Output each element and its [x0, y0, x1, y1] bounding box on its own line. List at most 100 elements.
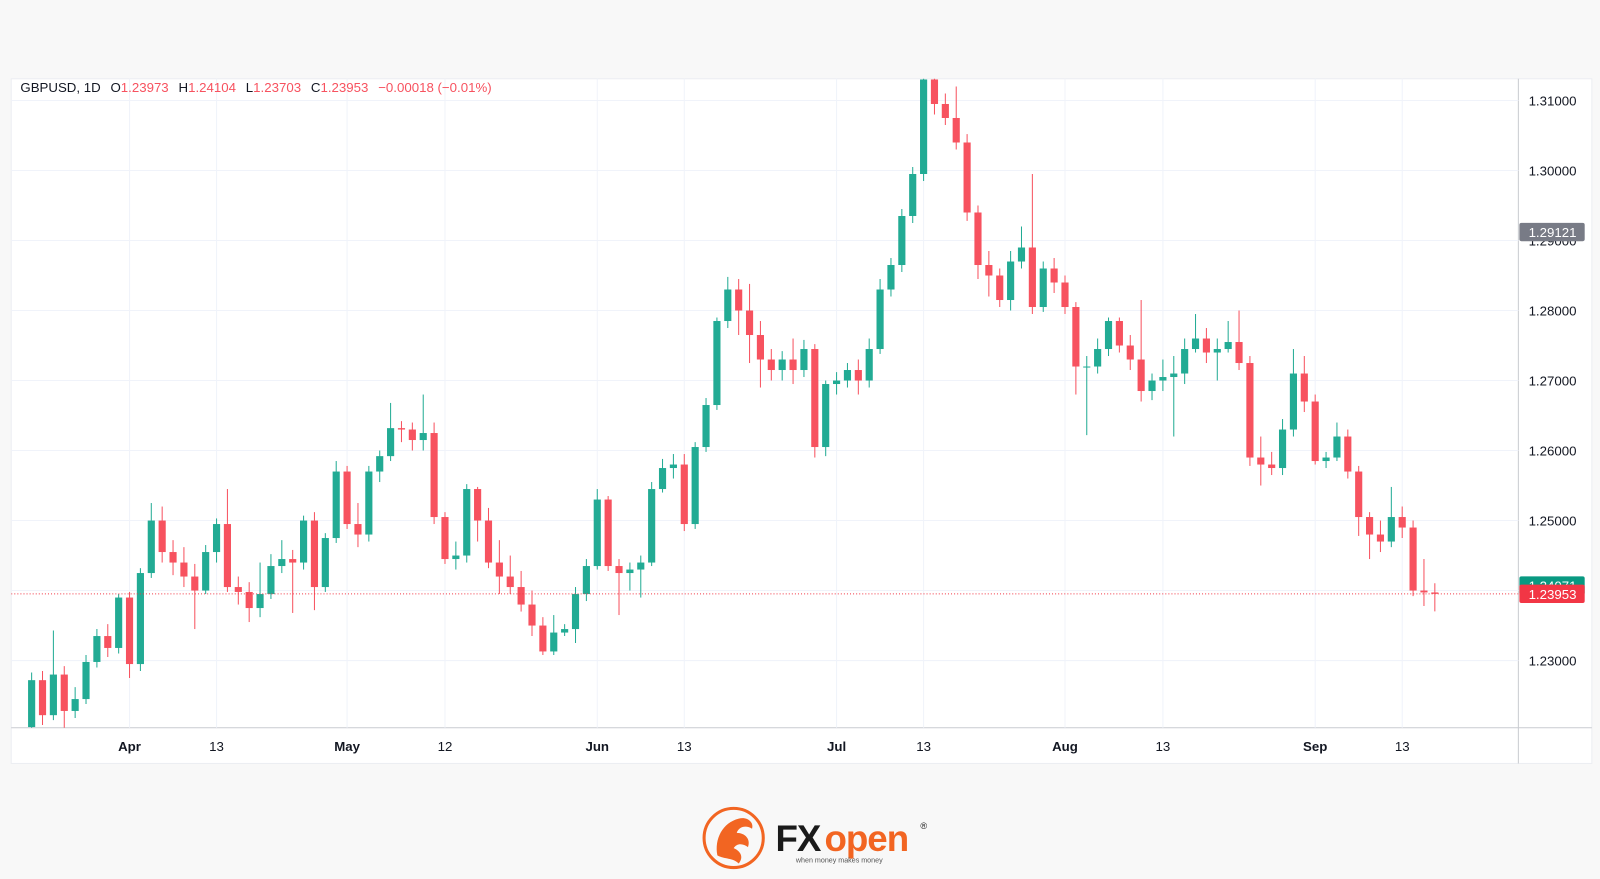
candle-body — [974, 212, 982, 266]
candle-body — [169, 552, 177, 563]
candle-body — [1376, 534, 1385, 542]
open-value: 1.23973 — [121, 80, 169, 95]
candle-body — [909, 173, 917, 217]
candle-body — [930, 79, 939, 104]
candle-body — [1039, 268, 1047, 308]
candle-body — [1257, 457, 1265, 465]
candle-body — [528, 604, 536, 626]
y-tick-label: 1.27000 — [1529, 374, 1577, 389]
candle-body — [71, 699, 79, 711]
candle-body — [985, 265, 993, 276]
candle-body — [245, 591, 253, 609]
candle-body — [876, 289, 884, 350]
candle-body — [463, 489, 471, 556]
candle-body — [843, 370, 852, 381]
candle-body — [1126, 345, 1134, 360]
candle-body — [1311, 401, 1319, 462]
candle-body — [49, 674, 57, 716]
close-value: 1.23953 — [320, 80, 368, 95]
candle-body — [735, 289, 743, 311]
candle-body — [234, 587, 242, 592]
candle-body — [1322, 457, 1330, 462]
legend-header: GBPUSD, 1D O1.23973 H1.24104 L1.23703 C1… — [20, 80, 491, 95]
candle-body — [561, 629, 569, 633]
candle-body — [1007, 261, 1015, 301]
logo-registered: ® — [920, 821, 927, 831]
candle-body — [223, 524, 231, 588]
candle-body — [104, 636, 112, 648]
price-tag — [1519, 222, 1585, 242]
candle-body — [38, 680, 47, 716]
candle-body — [93, 636, 101, 662]
candle-body — [1268, 464, 1276, 469]
close-label: C — [311, 80, 321, 95]
symbol: GBPUSD, 1D — [20, 80, 100, 95]
x-tick-label: Apr — [118, 739, 141, 754]
x-tick-label: 13 — [916, 739, 931, 754]
candle-body — [474, 489, 482, 521]
logo-fx: FX — [776, 818, 822, 859]
candle-body — [865, 349, 873, 381]
candle-body — [702, 405, 710, 448]
candle-body — [1104, 321, 1113, 350]
candle-body — [60, 674, 68, 711]
candle-body — [756, 335, 764, 360]
x-tick-label: 13 — [209, 739, 224, 754]
candle-body — [1191, 338, 1200, 350]
high-label: H — [179, 80, 189, 95]
candle-body — [82, 661, 90, 700]
candle-body — [691, 447, 699, 525]
candle-body — [354, 524, 362, 535]
logo-open: open — [824, 818, 908, 859]
chart-panel — [10, 78, 1593, 764]
candle-body — [952, 117, 960, 143]
candle-body — [811, 349, 819, 448]
candle-body — [484, 520, 493, 563]
candle-body — [1224, 342, 1232, 350]
candle-body — [1431, 592, 1439, 594]
candle-body — [637, 562, 645, 570]
low-value: 1.23703 — [253, 80, 301, 95]
candle-body — [822, 384, 830, 448]
x-tick-label: Jun — [585, 739, 609, 754]
y-tick-label: 1.28000 — [1529, 304, 1577, 319]
candle-body — [1061, 282, 1069, 308]
candle-body — [191, 576, 199, 591]
x-tick-label: 13 — [1156, 739, 1171, 754]
change-value: −0.00018 (−0.01%) — [378, 80, 491, 95]
candle-body — [419, 433, 427, 441]
candle-body — [1202, 338, 1210, 353]
candle-body — [1289, 373, 1297, 430]
candle-body — [430, 433, 438, 518]
candle-body — [1300, 373, 1308, 402]
candle-body — [125, 597, 134, 665]
candle-body — [658, 468, 667, 490]
candle-body — [1017, 247, 1026, 262]
candle-body — [158, 520, 166, 553]
low-label: L — [246, 80, 253, 95]
candle-body — [115, 597, 123, 648]
candle-body — [745, 310, 754, 336]
candle-body — [941, 103, 949, 118]
candle-body — [550, 632, 558, 652]
candle-body — [1246, 363, 1254, 458]
candle-body — [278, 559, 286, 567]
candle-body — [310, 520, 319, 588]
candle-body — [1344, 436, 1352, 472]
candle-body — [495, 562, 503, 577]
logo-dragon — [716, 818, 753, 864]
x-tick-label: Sep — [1303, 739, 1327, 754]
candle-body — [1355, 471, 1363, 518]
candle-body — [1148, 380, 1156, 392]
candle-body — [539, 625, 547, 652]
price-tag-label: 1.29121 — [1529, 225, 1577, 240]
candle-body — [898, 216, 906, 266]
high-value: 1.24104 — [188, 80, 236, 95]
candle-body — [713, 321, 721, 406]
candle-body — [593, 499, 601, 567]
candle-body — [778, 359, 786, 371]
candle-body — [1398, 517, 1406, 528]
logo: FX open ® when money makes money — [702, 806, 927, 870]
candle-body — [963, 142, 971, 213]
